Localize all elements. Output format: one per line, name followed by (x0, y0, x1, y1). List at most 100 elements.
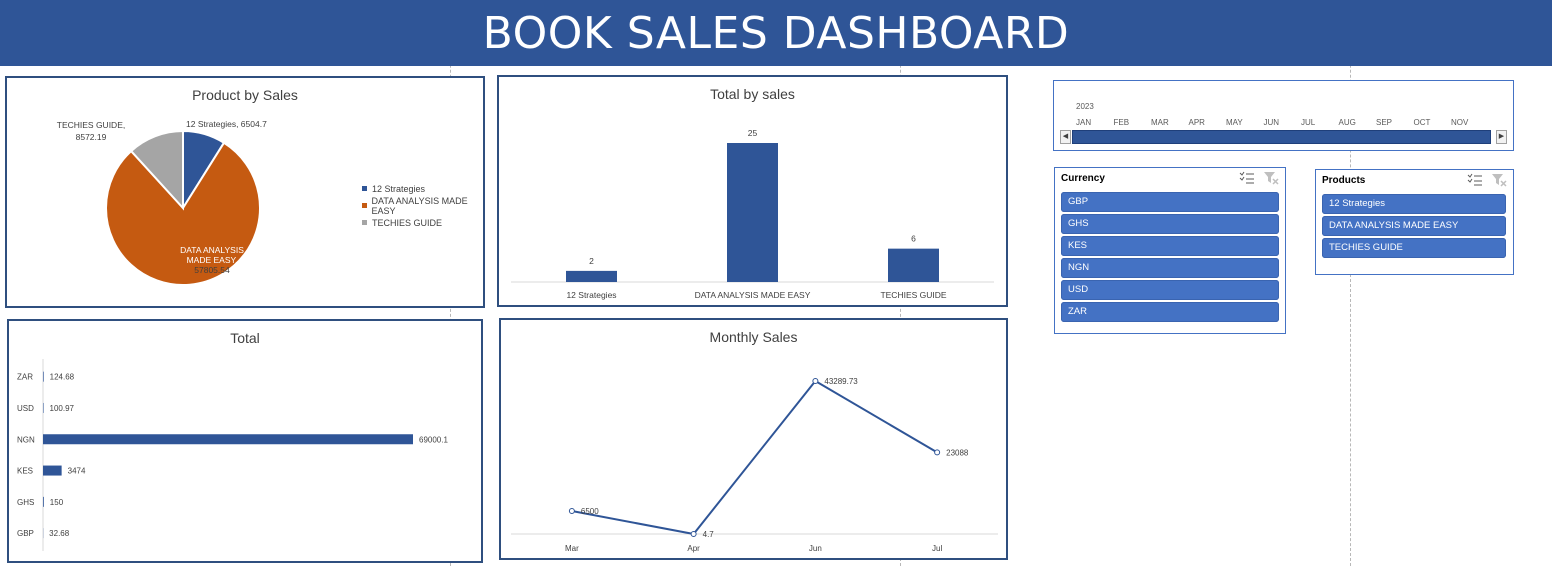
point-data-label: 4.7 (703, 530, 715, 539)
bar-data-label: 69000.1 (419, 435, 448, 444)
x-tick-label: Jul (932, 544, 942, 553)
data-point (934, 449, 941, 456)
pie-slice (129, 129, 184, 211)
bar (888, 248, 939, 282)
data-point (812, 378, 819, 384)
product-by-sales-chart[interactable]: Product by Sales 12 Strategies, 6504.7 DA… (5, 76, 485, 308)
pie-slice (105, 141, 261, 286)
timeline-month-jul[interactable]: JUL (1301, 118, 1316, 127)
y-tick-label: KES (17, 467, 33, 476)
pie-data-label: MADE EASY, (187, 255, 238, 265)
slicer-item[interactable]: ZAR (1061, 302, 1279, 322)
multi-select-icon[interactable] (1239, 171, 1255, 185)
products-slicer[interactable]: Products 12 Strategies DATA ANALYSIS MADE… (1315, 169, 1514, 275)
x-tick-label: DATA ANALYSIS MADE EASY (695, 290, 811, 300)
bar-data-label: 25 (748, 128, 758, 138)
slicer-item[interactable]: KES (1061, 236, 1279, 256)
legend-swatch (362, 203, 367, 208)
point-data-label: 6500 (581, 507, 599, 516)
scroll-left-icon[interactable]: ◀ (1060, 130, 1071, 144)
dashboard-banner: BOOK SALES DASHBOARD (0, 0, 1552, 66)
bar (43, 496, 44, 507)
bar (43, 402, 44, 413)
date-timeline[interactable]: 2023 JAN FEB MAR APR MAY JUN JUL AUG SEP OCT NOV ◀… (1053, 80, 1514, 151)
scroll-right-icon[interactable]: ▶ (1496, 130, 1507, 144)
legend-item: 12 Strategies (362, 180, 483, 197)
timeline-month-feb[interactable]: FEB (1113, 118, 1130, 127)
slicer-item[interactable]: DATA ANALYSIS MADE EASY (1322, 216, 1506, 236)
bar (43, 371, 44, 382)
x-tick-label: Mar (565, 544, 579, 553)
chart-title: Total by sales (710, 86, 795, 102)
y-tick-label: USD (17, 404, 34, 413)
total-by-sales-chart[interactable]: Total by sales 2 12 Strategies 25 DATA ANAL… (497, 75, 1008, 307)
total-by-currency-chart[interactable]: Total ZAR 124.68 USD 100.97 NGN 69000.1 KES 347… (7, 319, 483, 563)
clear-filter-icon[interactable] (1263, 171, 1279, 185)
clear-filter-icon[interactable] (1491, 173, 1507, 187)
chart-title: Total (230, 330, 260, 346)
bar (43, 434, 413, 445)
pie-data-label: 57805.54 (194, 265, 230, 275)
currency-slicer[interactable]: Currency GBP GHS KES NGN USD ZAR (1054, 167, 1286, 334)
series-line (571, 379, 938, 536)
bar-data-label: 6 (911, 234, 916, 244)
monthly-sales-chart[interactable]: Monthly Sales 6500 Mar 4.7 Apr 43289.73 Jun 23… (499, 318, 1008, 560)
pie-data-label: TECHIES GUIDE, (57, 120, 125, 130)
legend-label: 12 Strategies (372, 183, 426, 194)
timeline-month-nov[interactable]: NOV (1451, 118, 1469, 127)
pie-legend: 12 Strategies DATA ANALYSIS MADE EASY TECH… (362, 180, 483, 231)
timeline-selection-bar[interactable] (1072, 130, 1491, 144)
bar (566, 270, 617, 282)
x-tick-label: Jun (809, 544, 822, 553)
slicer-item[interactable]: TECHIES GUIDE (1322, 238, 1506, 258)
bar (727, 143, 778, 282)
point-data-label: 23088 (946, 448, 969, 457)
dashboard-title: BOOK SALES DASHBOARD (482, 7, 1070, 59)
timeline-months: JAN FEB MAR APR MAY JUN JUL AUG SEP OCT NOV (1076, 118, 1496, 128)
legend-label: DATA ANALYSIS MADE EASY (371, 195, 468, 216)
timeline-month-jun[interactable]: JUN (1263, 118, 1280, 127)
timeline-month-aug[interactable]: AUG (1338, 118, 1356, 127)
y-tick-label: NGN (17, 435, 35, 444)
slicer-item[interactable]: USD (1061, 280, 1279, 300)
bar-chart-plot: ZAR 124.68 USD 100.97 NGN 69000.1 KES 3474 GHS 15… (17, 359, 448, 551)
pie-data-label: 12 Strategies, 6504.7 (186, 119, 267, 129)
timeline-month-may[interactable]: MAY (1226, 118, 1243, 127)
chart-title: Product by Sales (192, 87, 298, 103)
slicer-title: Products (1322, 175, 1366, 186)
bar-data-label: 150 (50, 498, 64, 507)
x-tick-label: Apr (687, 544, 700, 553)
legend-item: DATA ANALYSIS MADE EASY (362, 195, 483, 216)
slicer-item[interactable]: 12 Strategies (1322, 194, 1506, 214)
pie-data-label: 8572.19 (76, 132, 107, 142)
slicer-title: Currency (1061, 173, 1105, 184)
timeline-year: 2023 (1076, 102, 1094, 111)
data-point (690, 530, 697, 537)
timeline-month-apr[interactable]: APR (1188, 118, 1205, 127)
bar-data-label: 3474 (68, 467, 86, 476)
column-chart-plot: 2 12 Strategies 25 DATA ANALYSIS MADE EASY 6… (511, 128, 994, 300)
slicer-item[interactable]: GBP (1061, 192, 1279, 212)
bar-data-label: 124.68 (50, 373, 75, 382)
y-tick-label: ZAR (17, 373, 33, 382)
legend-swatch (362, 186, 367, 191)
timeline-month-sep[interactable]: SEP (1376, 118, 1393, 127)
multi-select-icon[interactable] (1467, 173, 1483, 187)
bar-data-label: 100.97 (50, 404, 75, 413)
slicer-item[interactable]: GHS (1061, 214, 1279, 234)
timeline-month-oct[interactable]: OCT (1413, 118, 1431, 127)
timeline-month-jan[interactable]: JAN (1076, 118, 1092, 127)
legend-label: TECHIES GUIDE (372, 217, 443, 228)
legend-item: TECHIES GUIDE (362, 214, 483, 231)
bar-data-label: 32.68 (49, 529, 70, 538)
y-tick-label: GHS (17, 498, 34, 507)
pie-data-label: DATA ANALYSIS (180, 245, 244, 255)
legend-swatch (362, 220, 367, 225)
timeline-month-mar[interactable]: MAR (1151, 118, 1169, 127)
y-tick-label: GBP (17, 529, 34, 538)
slicer-item[interactable]: NGN (1061, 258, 1279, 278)
chart-title: Monthly Sales (709, 329, 798, 345)
bar (43, 465, 62, 476)
